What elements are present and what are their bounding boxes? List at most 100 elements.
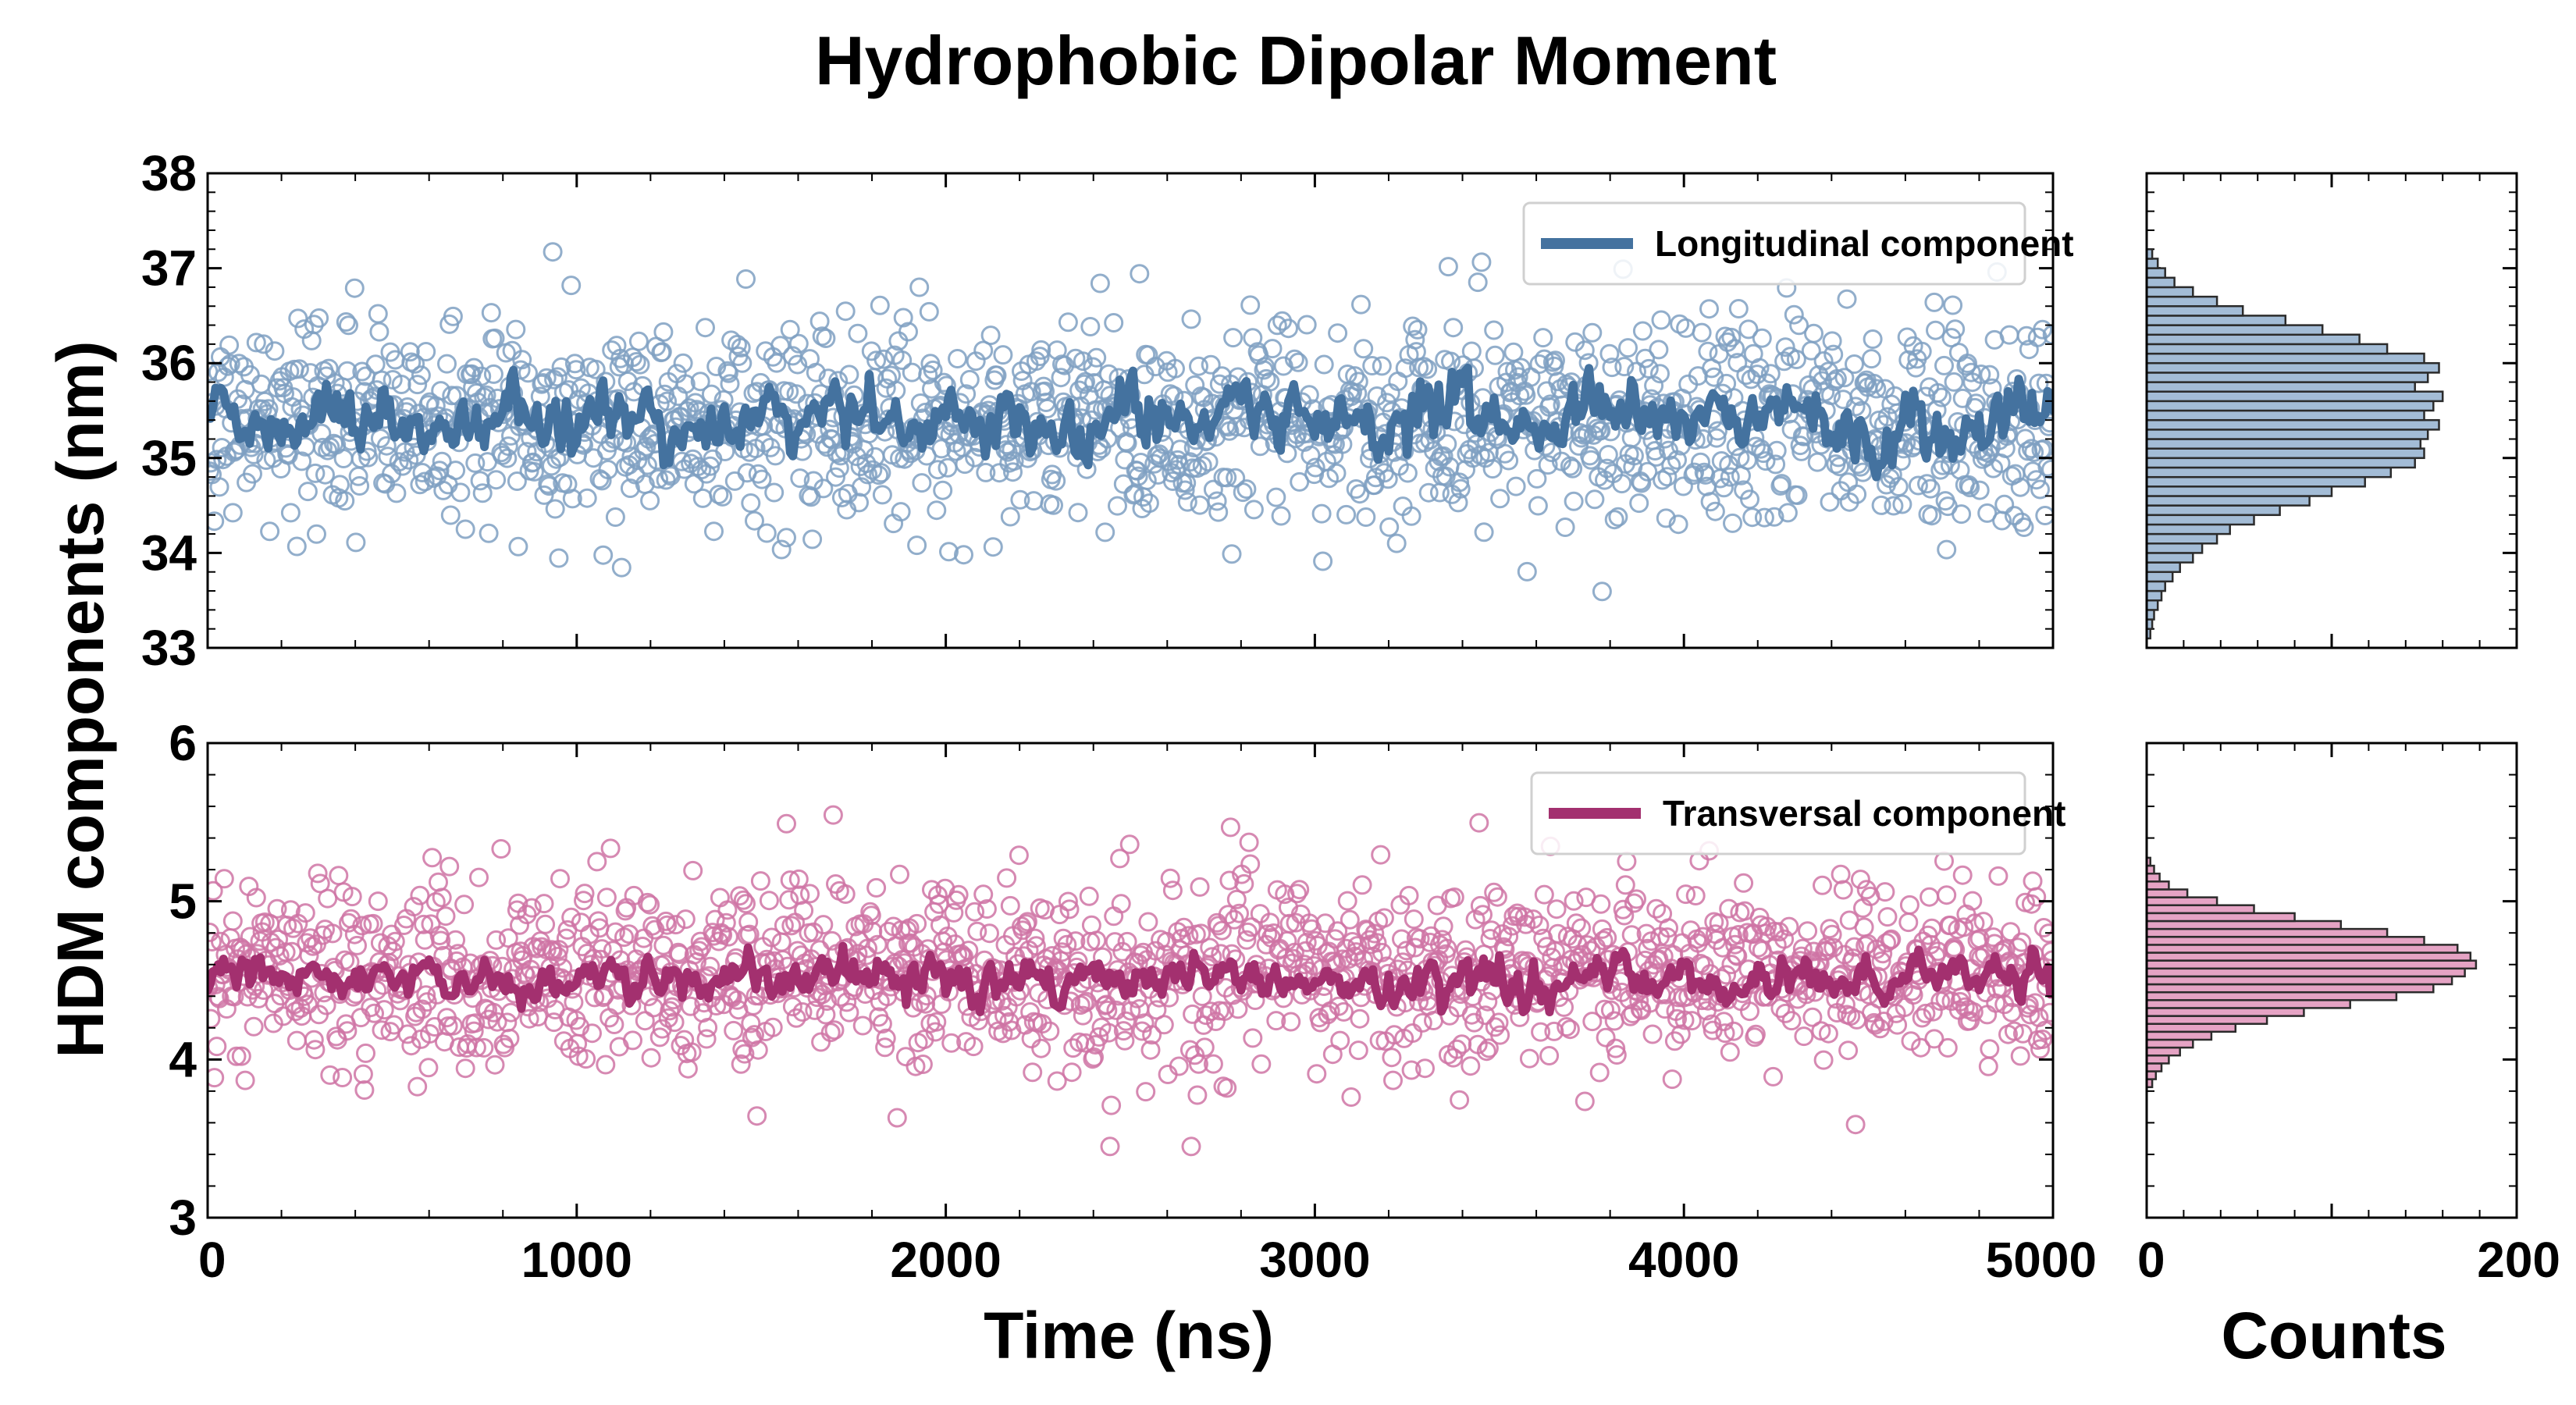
data-point bbox=[363, 913, 383, 934]
data-point bbox=[1984, 927, 2004, 948]
data-point bbox=[614, 927, 634, 948]
data-point bbox=[956, 384, 977, 404]
histogram-bar bbox=[2145, 561, 2181, 574]
data-point bbox=[763, 1017, 783, 1037]
data-point bbox=[718, 363, 738, 383]
data-point bbox=[733, 890, 753, 910]
data-point bbox=[1847, 484, 1867, 504]
data-point bbox=[1693, 927, 1713, 947]
data-point bbox=[1113, 1021, 1133, 1041]
data-point bbox=[1582, 1012, 1603, 1032]
histogram-bar bbox=[2145, 552, 2194, 564]
histogram-bar bbox=[2145, 429, 2429, 440]
data-point bbox=[980, 325, 1001, 346]
data-point bbox=[954, 946, 973, 966]
data-point bbox=[2020, 1005, 2041, 1025]
data-point bbox=[1871, 495, 1891, 515]
data-point bbox=[1363, 946, 1383, 966]
data-point bbox=[756, 523, 777, 543]
data-point bbox=[980, 923, 999, 944]
data-point bbox=[1132, 1021, 1152, 1041]
data-point bbox=[1662, 1069, 1682, 1090]
data-point bbox=[813, 478, 834, 499]
data-point bbox=[1700, 492, 1720, 512]
data-point bbox=[446, 461, 466, 481]
data-point bbox=[1877, 407, 1898, 427]
data-point bbox=[1704, 367, 1724, 387]
data-point bbox=[405, 354, 425, 374]
data-point bbox=[1786, 350, 1806, 369]
data-point bbox=[652, 342, 672, 362]
data-point bbox=[1181, 309, 1201, 329]
data-point bbox=[447, 951, 467, 971]
histogram-bar bbox=[2145, 495, 2311, 507]
data-point bbox=[1209, 374, 1229, 394]
data-point bbox=[1838, 1040, 1859, 1061]
data-point bbox=[592, 939, 612, 959]
data-point bbox=[866, 350, 887, 371]
data-point bbox=[1961, 362, 1981, 382]
data-point bbox=[1850, 870, 1870, 890]
data-point bbox=[1482, 459, 1503, 479]
histogram-bar bbox=[2145, 542, 2204, 554]
data-point bbox=[700, 956, 720, 976]
data-point bbox=[626, 352, 646, 372]
data-point bbox=[1281, 1012, 1301, 1032]
hist-x-tick-label: 0 bbox=[2137, 1232, 2165, 1288]
data-point bbox=[220, 354, 240, 374]
data-point bbox=[774, 916, 794, 935]
data-point bbox=[1240, 295, 1261, 315]
data-point bbox=[1336, 504, 1357, 525]
data-point bbox=[1002, 439, 1022, 460]
data-point bbox=[927, 500, 947, 521]
panel-longitudinal: 33 34 35 36 37 38 Longitudinal component bbox=[141, 145, 2518, 676]
data-point bbox=[1080, 317, 1101, 336]
data-point bbox=[1581, 450, 1601, 470]
data-point bbox=[941, 1033, 962, 1053]
data-point bbox=[1999, 325, 2019, 345]
data-point bbox=[1474, 522, 1494, 542]
data-point bbox=[698, 1018, 718, 1037]
data-point bbox=[1098, 1023, 1119, 1043]
data-point bbox=[736, 269, 756, 289]
data-point bbox=[1351, 294, 1371, 315]
data-point bbox=[304, 1030, 324, 1050]
histogram-bar bbox=[2145, 944, 2459, 954]
data-point bbox=[1482, 920, 1502, 941]
data-point bbox=[307, 524, 326, 544]
data-point bbox=[376, 436, 397, 456]
data-point bbox=[382, 941, 403, 962]
data-point bbox=[1592, 582, 1612, 602]
data-point bbox=[1813, 875, 1832, 895]
data-point bbox=[777, 813, 796, 834]
data-point bbox=[620, 478, 640, 498]
data-point bbox=[485, 1055, 505, 1075]
data-point bbox=[1017, 912, 1037, 932]
data-point bbox=[1401, 1060, 1421, 1080]
data-point bbox=[813, 915, 834, 935]
data-point bbox=[1564, 891, 1584, 911]
data-point bbox=[418, 1058, 439, 1078]
data-point bbox=[498, 436, 518, 457]
data-point bbox=[696, 318, 715, 338]
data-point bbox=[1194, 1037, 1215, 1058]
data-point bbox=[1960, 478, 1980, 498]
data-point bbox=[1945, 319, 1966, 340]
data-point bbox=[543, 242, 563, 262]
data-point bbox=[576, 1049, 596, 1069]
histogram-bar bbox=[2145, 523, 2231, 535]
data-point bbox=[1484, 882, 1504, 902]
data-point bbox=[1229, 903, 1249, 923]
data-point bbox=[254, 334, 274, 354]
data-point bbox=[720, 374, 740, 394]
data-point bbox=[244, 444, 264, 464]
data-point bbox=[1685, 462, 1705, 482]
data-point bbox=[717, 900, 738, 920]
data-point bbox=[365, 1003, 384, 1023]
data-point bbox=[308, 863, 328, 884]
data-point bbox=[1546, 899, 1567, 919]
data-point bbox=[1667, 450, 1687, 470]
data-point bbox=[1260, 372, 1280, 392]
data-point bbox=[315, 464, 335, 485]
y-tick-label: 36 bbox=[141, 335, 197, 391]
